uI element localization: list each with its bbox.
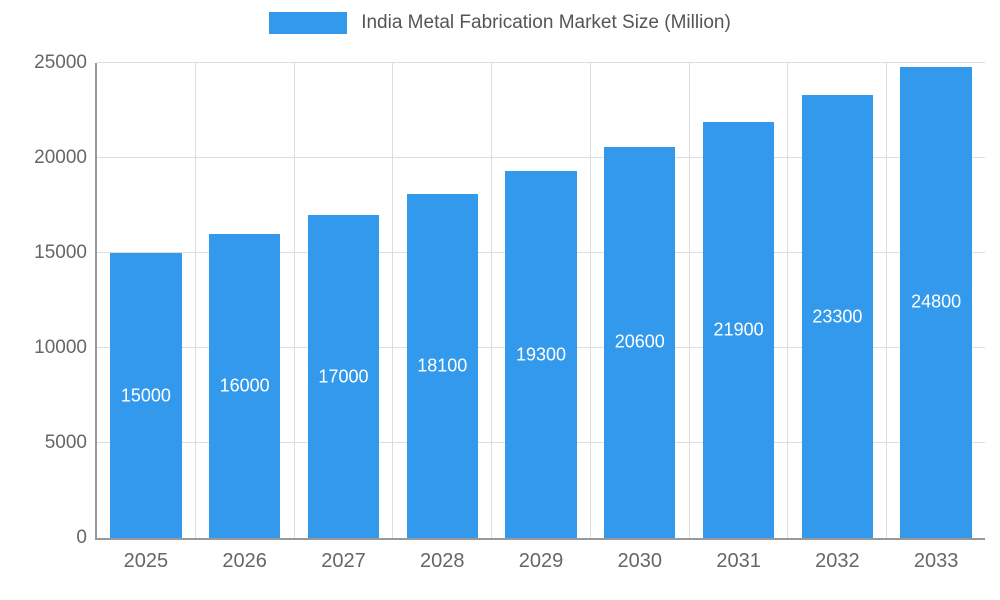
x-tick-label: 2032 (815, 550, 860, 572)
bar: 19300 (505, 171, 577, 538)
y-tick-label: 10000 (34, 337, 87, 358)
bar-value-label: 19300 (515, 344, 567, 365)
x-tick-label: 2028 (419, 550, 465, 572)
category-slot: 16000 2026 (194, 63, 294, 572)
x-tick-label: 2033 (913, 550, 959, 572)
x-tick-label: 2025 (123, 550, 169, 572)
bar-value-label: 24800 (911, 291, 962, 312)
bar: 16000 (208, 234, 281, 538)
bar: 18100 (406, 194, 478, 538)
y-tick-label: 25000 (34, 52, 87, 73)
y-tick-label: 20000 (34, 147, 87, 168)
bar-value-label: 20600 (614, 331, 665, 352)
bar-value-label: 16000 (219, 375, 270, 396)
legend-color-swatch (269, 12, 348, 34)
gridline (97, 62, 985, 63)
category-slot: 15000 2025 (97, 63, 195, 572)
y-tick-label: 0 (76, 527, 87, 548)
chart-legend: India Metal Fabrication Market Size (Mil… (0, 12, 1000, 34)
category-slot: 20600 2030 (589, 63, 689, 572)
bar-value-label: 17000 (318, 366, 369, 386)
y-tick-label: 5000 (44, 432, 87, 453)
category-slot: 24800 2033 (886, 63, 985, 572)
x-tick-label: 2027 (321, 550, 366, 572)
bar: 20600 (604, 146, 676, 538)
bar: 15000 (110, 253, 182, 538)
bar: 17000 (307, 215, 380, 538)
category-slot: 17000 2027 (293, 63, 393, 572)
x-tick-label: 2029 (518, 550, 564, 572)
gridline (97, 157, 985, 158)
category-slot: 23300 2032 (787, 63, 886, 572)
bar-value-label: 23300 (812, 306, 863, 327)
x-tick-label: 2031 (716, 550, 761, 572)
x-tick-label: 2026 (222, 550, 267, 572)
bar-series: 15000 2025 16000 2026 17000 2027 18100 2028 1930… (97, 63, 985, 572)
bar-value-label: 15000 (120, 385, 171, 405)
category-slot: 19300 2029 (491, 63, 590, 572)
plot-area: 15000 2025 16000 2026 17000 2027 18100 2028 1930… (34, 52, 985, 572)
bar: 23300 (801, 95, 874, 538)
y-tick-label: 15000 (34, 242, 87, 263)
chart-title: India Metal Fabrication Market Size (Mil… (361, 12, 731, 33)
category-slot: 18100 2028 (392, 63, 491, 572)
x-tick-label: 2030 (617, 550, 663, 572)
bar: 21900 (702, 121, 775, 538)
bar-value-label: 18100 (417, 355, 468, 376)
category-slot: 21900 2031 (688, 63, 788, 572)
bar: 24800 (900, 66, 972, 538)
bar-value-label: 21900 (713, 319, 764, 340)
